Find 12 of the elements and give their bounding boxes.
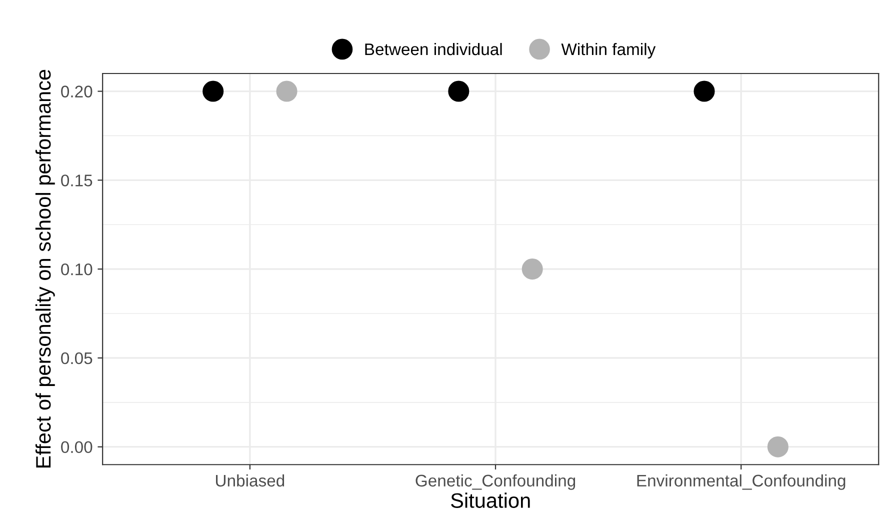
y-axis-title: Effect of personality on school performance (35, 70, 55, 468)
legend-label: Within family (561, 42, 656, 58)
y-tick-label: 0.00 (61, 441, 92, 454)
y-tick-label: 0.20 (61, 86, 92, 98)
y-tick-label: 0.15 (61, 174, 92, 186)
legend-label: Between individual (365, 42, 502, 56)
y-tick-label: 0.05 (61, 352, 92, 364)
x-tick-label: Genetic_Confounding (416, 474, 576, 490)
x-axis-title: Situation (451, 492, 530, 508)
x-tick-label: Environmental_Confounding (637, 474, 846, 490)
x-tick-label: Unbiased (216, 474, 284, 487)
y-tick-label: 0.10 (61, 263, 92, 276)
